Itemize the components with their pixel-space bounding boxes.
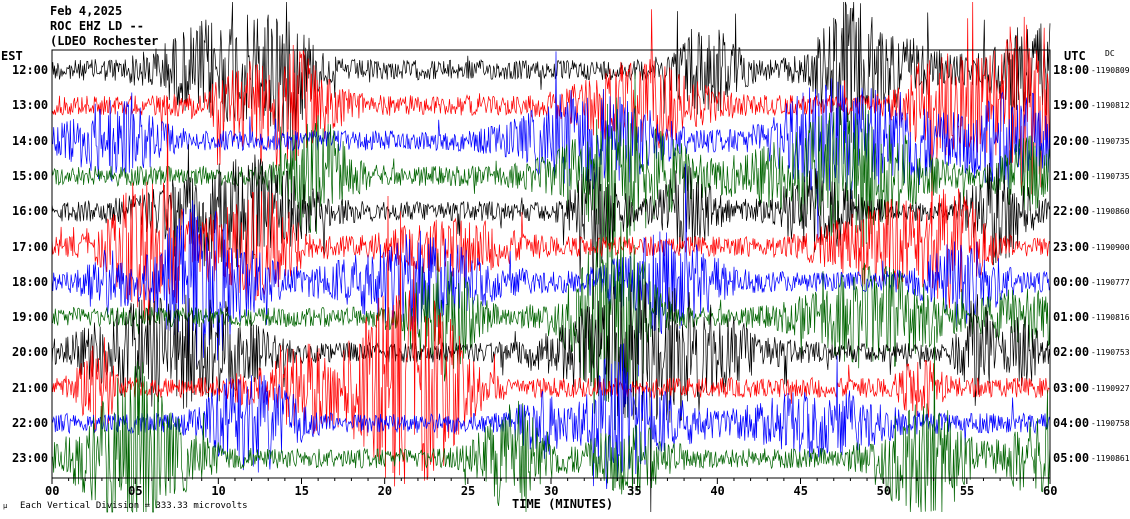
- trace-line: [51, 343, 1051, 490]
- header-station: ROC EHZ LD --: [50, 19, 144, 33]
- utc-hour-label: 21:00: [1053, 168, 1090, 183]
- trace-line: [51, 1, 1051, 237]
- utc-axis-label: UTC: [1064, 49, 1086, 63]
- x-axis-ticks: [51, 478, 1051, 484]
- x-tick-label: 55: [959, 484, 975, 498]
- x-tick-label: 60: [1043, 484, 1058, 498]
- scale-footer: Each Vertical Division = 333.33 microvol…: [20, 501, 248, 511]
- utc-hour-label: 23:00: [1053, 239, 1090, 254]
- dc-offset-label: -1190735: [1091, 136, 1130, 146]
- dc-offset-label: -1190777: [1091, 277, 1130, 287]
- x-tick-label: 10: [211, 484, 226, 498]
- x-tick-label: 50: [876, 484, 892, 498]
- dc-label: DC: [1105, 49, 1115, 58]
- dc-offset-label: -1190735: [1091, 171, 1130, 181]
- trace-line: [51, 51, 1051, 243]
- utc-hour-label: 18:00: [1053, 63, 1090, 77]
- est-hour-label: 22:00: [12, 416, 49, 430]
- utc-hour-label: 05:00: [1053, 451, 1090, 466]
- trace-line: [51, 144, 1051, 310]
- dc-offset-label: -1190861: [1091, 454, 1130, 464]
- dc-offset-label: -1190753: [1091, 348, 1130, 358]
- trace-line: [51, 72, 1051, 258]
- trace-line: [51, 96, 1051, 323]
- utc-hour-label: 03:00: [1053, 380, 1090, 395]
- x-tick-label: 25: [460, 484, 476, 498]
- trace-line: [51, 280, 1051, 513]
- utc-hour-label: 19:00: [1053, 98, 1090, 113]
- est-axis-label: EST: [1, 49, 23, 63]
- dc-offset-label: -1190927: [1091, 383, 1130, 393]
- x-tick-label: 15: [294, 484, 309, 498]
- dc-offset-label: -1190809: [1091, 66, 1130, 75]
- est-hour-label: 21:00: [12, 380, 49, 395]
- dc-offset-label: -1190816: [1091, 313, 1130, 323]
- est-hour-label: 16:00: [12, 204, 49, 219]
- est-hour-label: 12:00: [12, 63, 49, 77]
- trace-line: [51, 195, 1051, 487]
- est-hour-label: 18:00: [12, 274, 49, 289]
- utc-hour-label: 22:00: [1053, 204, 1090, 219]
- utc-hour-label: 20:00: [1053, 133, 1090, 148]
- utc-hour-label: 01:00: [1053, 310, 1090, 325]
- header-location: (LDEO Rochester: [50, 34, 159, 48]
- est-hour-label: 14:00: [12, 133, 49, 148]
- dc-offset-label: -1190812: [1091, 101, 1130, 111]
- x-tick-label: 45: [793, 484, 808, 498]
- header-date: Feb 4,2025: [50, 4, 123, 18]
- trace-line: [51, 326, 1051, 514]
- x-axis-title: TIME (MINUTES): [512, 497, 614, 511]
- dc-offset-label: -1190900: [1091, 242, 1130, 252]
- x-tick-label: 05: [128, 484, 143, 498]
- x-tick-label: 20: [377, 484, 393, 498]
- est-hour-label: 17:00: [12, 239, 49, 254]
- x-tick-label: 00: [45, 484, 60, 498]
- plot-frame: [51, 49, 1051, 479]
- utc-hour-label: 02:00: [1053, 345, 1090, 360]
- est-hour-label: 20:00: [12, 345, 49, 360]
- est-hour-label: 13:00: [12, 98, 49, 113]
- x-tick-label: 40: [710, 484, 725, 498]
- est-hour-label: 15:00: [12, 168, 49, 183]
- seismic-traces: [51, 1, 1051, 514]
- utc-hour-label: 04:00: [1053, 416, 1090, 430]
- x-tick-label: 30: [544, 484, 559, 498]
- dc-offset-label: -1190758: [1091, 419, 1130, 428]
- est-hour-label: 19:00: [12, 310, 49, 325]
- trace-line: [51, 1, 1051, 227]
- est-hour-label: 23:00: [12, 451, 49, 466]
- micro-mark: µ: [3, 502, 8, 510]
- x-tick-label: 35: [627, 484, 642, 498]
- utc-hour-label: 00:00: [1053, 274, 1090, 289]
- dc-offset-label: -1190860: [1091, 207, 1130, 217]
